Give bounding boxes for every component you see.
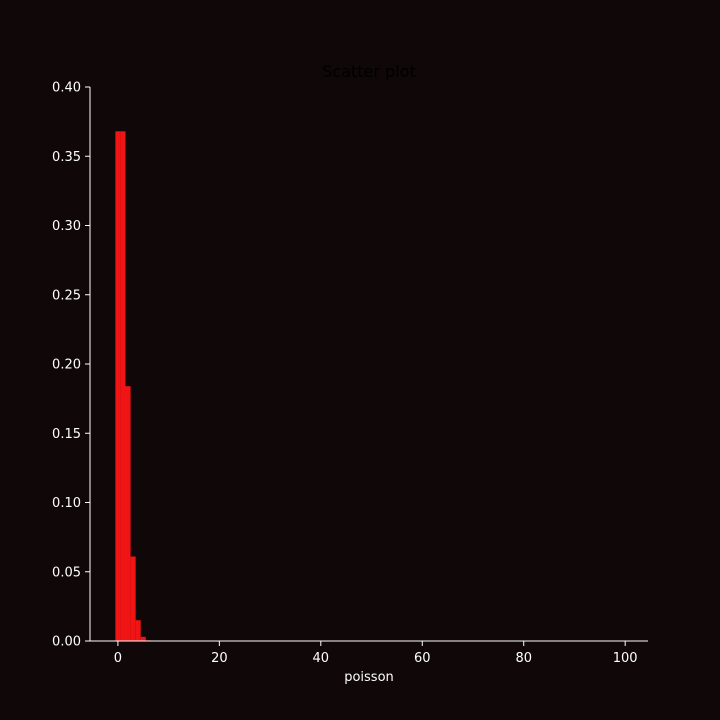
x-axis-label: poisson: [344, 670, 394, 685]
x-tick-label: 20: [211, 651, 228, 666]
y-tick-label: 0.30: [52, 219, 81, 234]
bar: [120, 131, 126, 641]
x-tick-label: 60: [414, 651, 431, 666]
y-tick-label: 0.25: [52, 288, 81, 303]
bar: [115, 131, 121, 641]
bar: [125, 386, 131, 641]
x-tick-label: 100: [613, 651, 638, 666]
x-axis-ticks: 0 20 40 60 80 100: [114, 641, 638, 666]
bar: [130, 556, 136, 641]
y-tick-label: 0.35: [52, 150, 81, 165]
y-tick-label: 0.10: [52, 496, 81, 511]
x-tick-label: 0: [114, 651, 122, 666]
y-axis-ticks: 0.00 0.05 0.10 0.15 0.20 0.25 0.30 0.35 0.40: [52, 81, 90, 650]
y-tick-label: 0.20: [52, 358, 81, 373]
y-tick-label: 0.40: [52, 81, 81, 96]
y-tick-label: 0.05: [52, 565, 81, 580]
bar: [140, 636, 146, 641]
bar: [135, 620, 141, 641]
chart-title: Scatter plot: [322, 62, 415, 81]
x-tick-label: 80: [515, 651, 532, 666]
y-tick-label: 0.00: [52, 635, 81, 650]
x-tick-label: 40: [313, 651, 330, 666]
y-tick-label: 0.15: [52, 427, 81, 442]
